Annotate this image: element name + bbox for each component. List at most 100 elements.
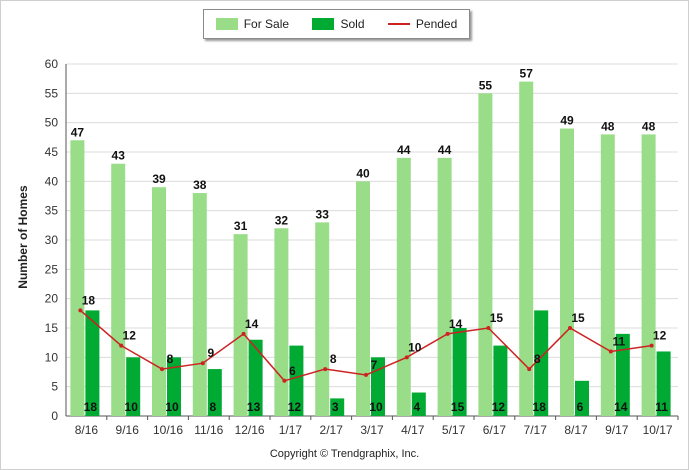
data-label-for-sale: 57: [520, 67, 534, 81]
bar-for-sale: [478, 93, 493, 416]
data-label-pended: 11: [612, 334, 625, 348]
data-label-sold: 8: [209, 400, 216, 414]
point-pended: [282, 378, 287, 383]
data-label-for-sale: 49: [560, 114, 574, 128]
bar-for-sale: [600, 134, 615, 416]
data-label-sold: 12: [288, 400, 302, 414]
point-pended: [78, 308, 83, 313]
data-label-pended: 14: [245, 317, 259, 331]
x-tick-label: 10/17: [643, 423, 673, 437]
data-label-pended: 15: [571, 311, 585, 325]
data-label-for-sale: 43: [112, 149, 126, 163]
x-tick-label: 7/17: [524, 423, 548, 437]
point-pended: [527, 367, 532, 372]
bar-sold: [248, 339, 263, 416]
point-pended: [160, 367, 164, 372]
point-pended: [364, 372, 368, 377]
bar-sold: [207, 369, 222, 416]
bar-sold: [289, 345, 304, 416]
point-pended: [404, 355, 409, 360]
bar-for-sale: [111, 163, 126, 416]
data-label-sold: 10: [369, 400, 383, 414]
data-label-pended: 15: [490, 311, 504, 325]
data-label-for-sale: 44: [438, 143, 452, 157]
point-pended: [568, 326, 572, 330]
bar-sold: [452, 328, 467, 416]
bar-for-sale: [519, 81, 534, 416]
data-label-for-sale: 31: [234, 219, 248, 233]
x-tick-label: 8/17: [564, 423, 588, 437]
bar-for-sale: [192, 193, 207, 416]
bar-for-sale: [560, 128, 574, 417]
point-pended: [486, 326, 491, 330]
point-pended: [445, 331, 450, 336]
bar-sold: [411, 392, 426, 416]
y-tick-label: 40: [45, 174, 59, 188]
data-label-sold: 18: [84, 400, 98, 414]
data-label-pended: 12: [653, 329, 667, 343]
point-pended: [119, 343, 124, 348]
legend-label-for-sale: For Sale: [243, 17, 290, 31]
legend-item-pended: Pended: [387, 17, 457, 31]
bar-sold: [85, 310, 100, 416]
data-label-sold: 18: [533, 400, 547, 414]
data-label-pended: 8: [534, 352, 541, 366]
data-label-sold: 3: [332, 400, 339, 414]
x-tick-label: 3/17: [360, 423, 384, 437]
point-pended: [608, 349, 613, 354]
bar-sold: [167, 357, 181, 416]
y-tick-label: 50: [45, 116, 59, 130]
data-label-pended: 10: [408, 340, 422, 354]
x-tick-label: 6/17: [483, 423, 507, 437]
data-label-pended: 8: [167, 352, 174, 366]
data-label-for-sale: 48: [642, 119, 656, 133]
x-tick-label: 8/16: [75, 423, 99, 437]
bar-sold: [126, 357, 141, 416]
data-label-for-sale: 40: [356, 166, 370, 180]
copyright-text: Copyright © Trendgraphix, Inc.: [269, 448, 420, 460]
bar-sold: [575, 380, 589, 416]
data-label-for-sale: 48: [601, 119, 615, 133]
y-tick-label: 10: [45, 350, 59, 364]
y-tick-label: 30: [45, 233, 59, 247]
data-label-for-sale: 55: [479, 78, 493, 92]
x-tick-label: 2/17: [320, 423, 344, 437]
y-tick-label: 15: [45, 321, 59, 335]
data-label-pended: 18: [82, 293, 96, 307]
x-tick-label: 1/17: [279, 423, 303, 437]
data-label-pended: 6: [289, 364, 296, 378]
bar-sold: [493, 345, 508, 416]
bar-for-sale: [356, 181, 370, 416]
bar-for-sale: [152, 187, 166, 416]
data-label-pended: 9: [207, 346, 214, 360]
bar-sold: [615, 333, 630, 416]
y-tick-label: 20: [45, 292, 59, 306]
y-tick-label: 0: [51, 409, 58, 423]
legend-item-sold: Sold: [312, 17, 365, 31]
data-label-sold: 15: [451, 400, 465, 414]
y-tick-label: 5: [51, 380, 58, 394]
bar-sold: [534, 310, 549, 416]
data-label-pended: 7: [371, 358, 378, 372]
data-label-sold: 10: [125, 400, 139, 414]
y-tick-label: 55: [45, 86, 59, 100]
point-pended: [200, 361, 205, 366]
bar-sold: [330, 398, 345, 416]
bar-for-sale: [274, 228, 289, 416]
bar-for-sale: [641, 134, 656, 416]
legend-swatch-sold: [312, 18, 335, 30]
y-tick-label: 35: [45, 204, 59, 218]
data-label-sold: 14: [614, 400, 628, 414]
data-label-pended: 12: [123, 329, 137, 343]
data-label-pended: 8: [330, 352, 337, 366]
data-label-for-sale: 33: [316, 207, 330, 221]
data-label-for-sale: 47: [71, 125, 85, 139]
bar-for-sale: [315, 222, 330, 416]
data-label-sold: 11: [655, 400, 668, 414]
y-tick-label: 25: [45, 262, 59, 276]
x-tick-label: 9/16: [116, 423, 140, 437]
data-label-sold: 12: [492, 400, 506, 414]
legend-label-sold: Sold: [340, 17, 365, 31]
x-tick-label: 10/16: [153, 423, 183, 437]
